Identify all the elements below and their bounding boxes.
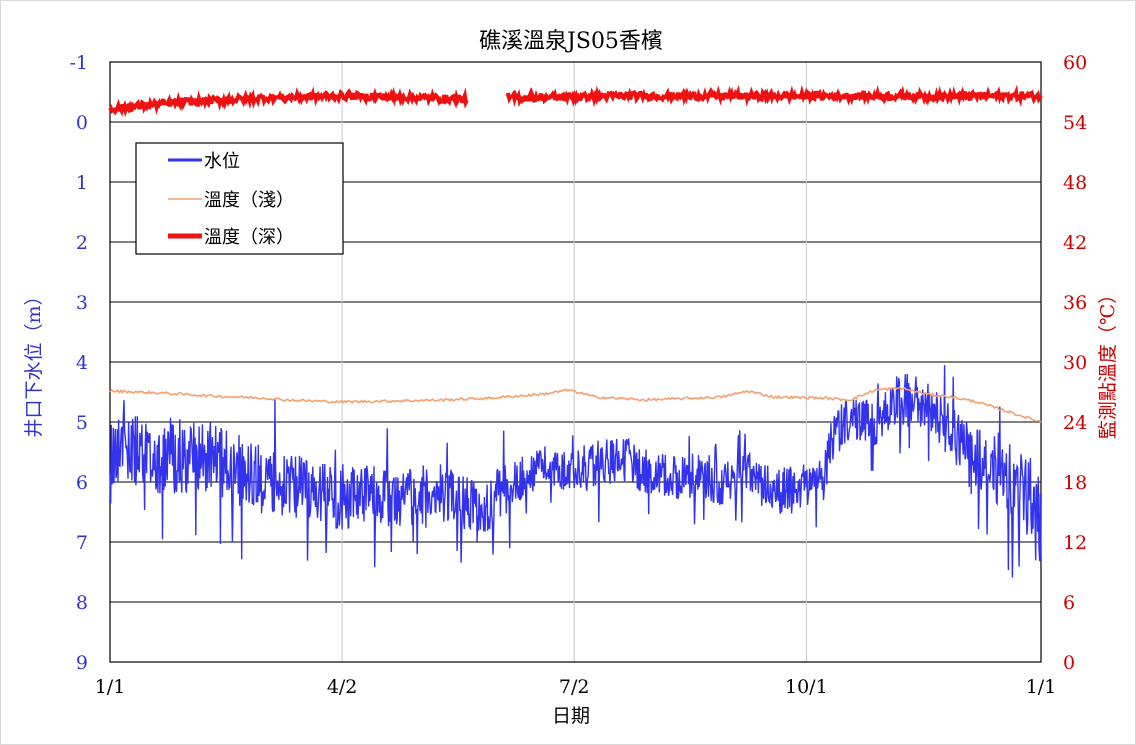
right-tick-label: 48 [1063,172,1087,194]
x-tick-label: 1/1 [95,676,126,698]
right-tick-label: 36 [1063,292,1087,314]
left-tick-label: 8 [76,592,88,614]
left-tick-label: 6 [76,472,88,494]
left-tick-label: 7 [76,532,88,554]
series-temp-shallow [109,386,1042,423]
x-axis-ticks: 1/1 4/2 7/2 10/1 1/1 [95,676,1057,698]
left-axis-ticks: -1 0 1 2 3 4 5 6 7 8 9 [69,52,88,674]
x-tick-label: 1/1 [1026,676,1057,698]
left-tick-label: 4 [76,352,88,374]
right-tick-label: 60 [1063,52,1087,74]
plot-area [109,61,1042,663]
legend-label-water-level: 水位 [204,151,240,172]
legend: 水位 溫度（淺） 溫度（深） [135,142,344,255]
right-tick-label: 18 [1063,472,1087,494]
legend-label-temp-deep: 溫度（深） [204,227,294,248]
right-tick-label: 54 [1063,112,1087,134]
right-tick-label: 12 [1063,532,1087,554]
left-tick-label: 5 [76,412,88,434]
series-temp-deep [108,84,1043,118]
series-water-level [109,365,1042,578]
right-tick-label: 6 [1063,592,1075,614]
series-layer [108,84,1043,578]
chart-title: 礁溪溫泉JS05香檳 [479,29,663,54]
right-tick-label: 42 [1063,232,1087,254]
legend-label-temp-shallow: 溫度（淺） [204,190,294,211]
left-tick-label: 3 [76,292,88,314]
x-tick-label: 4/2 [327,676,358,698]
left-tick-label: 1 [76,172,88,194]
x-axis-label: 日期 [552,705,590,727]
right-tick-label: 0 [1063,652,1075,674]
right-axis-label: 監測點溫度（℃） [1097,285,1119,439]
x-tick-label: 10/1 [785,676,828,698]
left-tick-label: 2 [76,232,88,254]
x-tick-label: 7/2 [559,676,590,698]
left-tick-label: 0 [76,112,88,134]
right-tick-label: 24 [1063,412,1087,434]
left-tick-label: 9 [76,652,88,674]
right-tick-label: 30 [1063,352,1087,374]
left-axis-label: 井口下水位（m） [23,286,45,437]
left-tick-label: -1 [69,52,88,74]
